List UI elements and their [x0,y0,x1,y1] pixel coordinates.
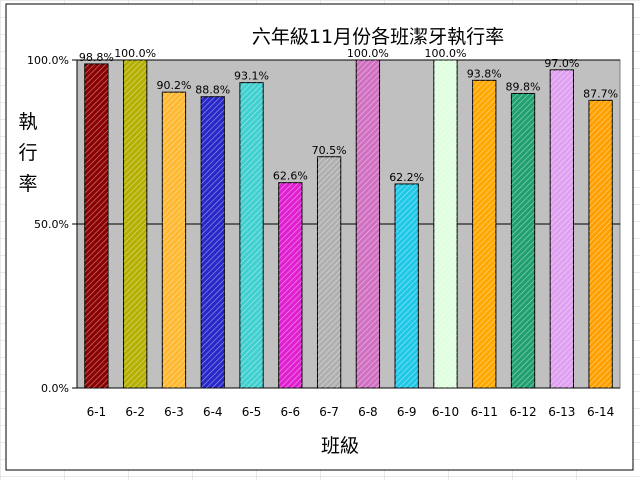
data-label: 89.8% [506,80,541,93]
y-tick-label: 100.0% [27,54,69,67]
x-tick-label: 6-12 [509,405,536,419]
bar-hatch [395,183,419,388]
data-label: 62.6% [273,170,308,183]
x-tick-label: 6-11 [471,405,498,419]
bar-hatch [278,182,302,388]
data-label: 100.0% [114,47,156,60]
data-label: 88.8% [195,84,230,97]
x-tick-label: 6-1 [87,405,107,419]
bars [84,59,613,389]
bar-hatch [239,82,264,388]
y-axis-label: 執 行 率 [18,111,37,195]
chart-title: 六年級11月份各班潔牙執行率 [252,26,504,48]
x-tick-label: 6-14 [587,405,614,419]
bar-hatch [317,156,341,388]
y-axis-label-char: 率 [18,173,37,195]
bar-hatch [123,60,147,388]
data-label: 93.8% [467,67,502,80]
x-tick-label: 6-3 [164,405,184,419]
x-tick-label: 6-6 [281,405,301,419]
x-tick-label: 6-8 [358,405,378,419]
bar-hatch [588,100,613,389]
x-tick-label: 6-7 [319,405,339,419]
x-tick-label: 6-4 [203,405,223,419]
bar-hatch [84,63,109,388]
data-labels: 98.8% 100.0%90.2% 88.8%93.1%62.6%70.5%100.… [79,47,618,184]
bar-hatch [356,60,380,388]
x-tick-label: 6-5 [242,405,262,419]
data-label: 100.0% [424,47,466,60]
data-label: 97.0% [544,57,579,70]
bar-hatch [433,60,458,388]
bar-hatch [201,96,225,389]
bar-hatch [162,92,186,389]
bar-hatch [550,69,574,388]
data-label: 93.1% [234,70,269,83]
x-tick-label: 6-10 [432,405,459,419]
y-tick-label: 50.0% [34,218,69,231]
bar-hatch [472,80,496,388]
data-label: 70.5% [312,144,347,157]
bar-hatch [511,93,535,389]
data-label: 100.0% [347,47,389,60]
x-axis-ticks: 6-1 6-2 6-3 6-4 6-5 6-6 6-7 6-8 6-9 6-10 6-11 6-12 6… [87,405,615,419]
y-tick-label: 0.0% [41,382,69,395]
x-tick-label: 6-13 [548,405,575,419]
y-axis-label-char: 行 [18,142,37,164]
y-axis-label-char: 執 [18,111,37,133]
data-label: 62.2% [389,171,424,184]
y-axis-ticks: 0.0% 50.0% 100.0% [27,54,77,395]
x-tick-label: 6-9 [397,405,417,419]
x-axis-label: 班級 [321,435,359,457]
data-label: 90.2% [156,79,191,92]
x-tick-label: 6-2 [125,405,145,419]
data-label: 87.7% [583,87,618,100]
data-label: 98.8% [79,51,114,64]
